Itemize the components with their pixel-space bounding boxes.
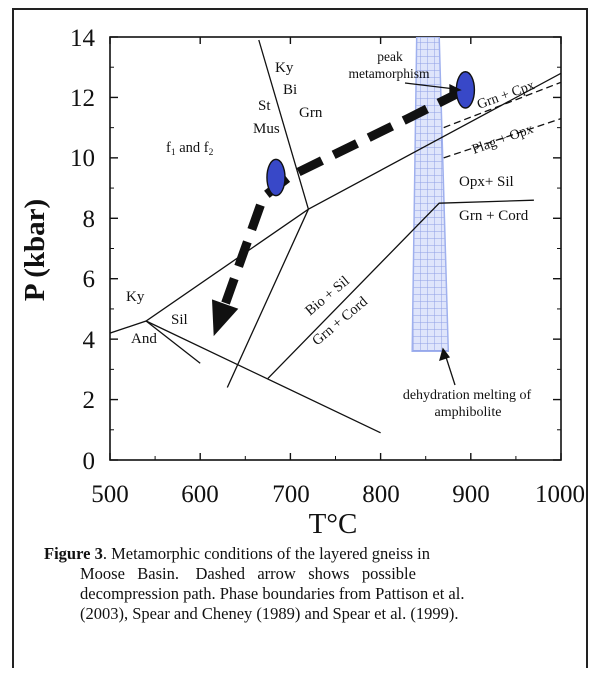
- y-tick-label: 10: [70, 145, 95, 172]
- label-and: And: [131, 331, 157, 347]
- x-tick-label: 1000: [535, 481, 585, 508]
- x-tick-label: 900: [452, 481, 490, 508]
- figure-frame: [12, 8, 588, 668]
- decompression-path-arrowhead: [212, 299, 239, 337]
- x-tick-label: 600: [181, 481, 219, 508]
- chart: 500 600 700 800 900 1000 0 2 4 6 8 10 12…: [19, 25, 585, 540]
- x-axis-title: T°C: [309, 508, 358, 540]
- axis-ticks: [109, 36, 562, 461]
- label-amphibolite: amphibolite: [435, 405, 502, 420]
- phase-boundary: [145, 320, 201, 364]
- phase-boundary: [145, 320, 381, 434]
- caption-line-4: (2003), Spear and Cheney (1989) and Spea…: [80, 604, 459, 623]
- label-ky-left: Ky: [126, 289, 145, 305]
- y-tick-label: 4: [83, 327, 96, 354]
- decompression-path-layer: [212, 87, 464, 337]
- label-mus: Mus: [253, 121, 280, 137]
- amphibolite-leader-arrowhead: [439, 347, 451, 362]
- y-tick-label: 2: [83, 387, 96, 414]
- decompression-path-line: [220, 87, 464, 306]
- leader-arrows: [404, 82, 462, 386]
- label-f1-f2: f1 and f2: [166, 140, 214, 158]
- y-tick-label: 14: [70, 25, 96, 52]
- y-tick-labels: 0 2 4 6 8 10 12 14: [70, 25, 96, 475]
- label-st: St: [258, 98, 271, 114]
- condition-ellipse: [266, 158, 286, 197]
- caption-line-2: Moose Basin. Dashed arrow shows possible: [80, 564, 416, 583]
- caption-line-3: decompression path. Phase boundaries fro…: [80, 584, 465, 603]
- metamorphic-condition-markers: [266, 71, 476, 197]
- phase-boundary: [226, 208, 309, 388]
- y-axis-title: P (kbar): [19, 199, 51, 301]
- label-peak: peak: [377, 49, 403, 64]
- caption-lead: Figure 3: [44, 544, 103, 563]
- y-tick-label: 6: [83, 266, 96, 293]
- caption-line-1: . Metamorphic conditions of the layered …: [102, 544, 431, 563]
- x-tick-labels: 500 600 700 800 900 1000: [91, 481, 585, 508]
- x-tick-label: 800: [362, 481, 400, 508]
- x-tick-label: 500: [91, 481, 129, 508]
- phase-boundary: [110, 72, 561, 334]
- label-ky-top: Ky: [275, 60, 294, 76]
- peak-leader-arrowhead: [449, 83, 462, 94]
- phase-boundary: [267, 199, 534, 379]
- figure-caption: Figure 3. Metamorphic conditions of the …: [44, 544, 560, 624]
- amphibolite-leader-line: [444, 353, 456, 386]
- label-sil: Sil: [171, 312, 188, 328]
- x-tick-label: 700: [272, 481, 310, 508]
- label-metamorphism: metamorphism: [349, 66, 430, 81]
- label-grn-cord: Grn + Cord: [459, 208, 529, 224]
- label-grn: Grn: [299, 105, 323, 121]
- label-bi: Bi: [283, 82, 297, 98]
- phase-boundary: [443, 81, 561, 129]
- phase-boundary: [258, 39, 310, 210]
- y-tick-label: 0: [83, 448, 96, 475]
- phase-boundaries: [110, 39, 561, 434]
- phase-boundary: [443, 117, 561, 159]
- y-tick-label: 12: [70, 85, 95, 112]
- peak-leader-line: [404, 82, 456, 90]
- label-plag-opx: Plag + Opx: [470, 122, 535, 158]
- label-opx-sil: Opx+ Sil: [459, 174, 514, 190]
- label-dehydration: dehydration melting of: [403, 388, 532, 403]
- label-grn-cpx: Grn + Cpx: [475, 78, 537, 113]
- y-tick-label: 8: [83, 206, 96, 233]
